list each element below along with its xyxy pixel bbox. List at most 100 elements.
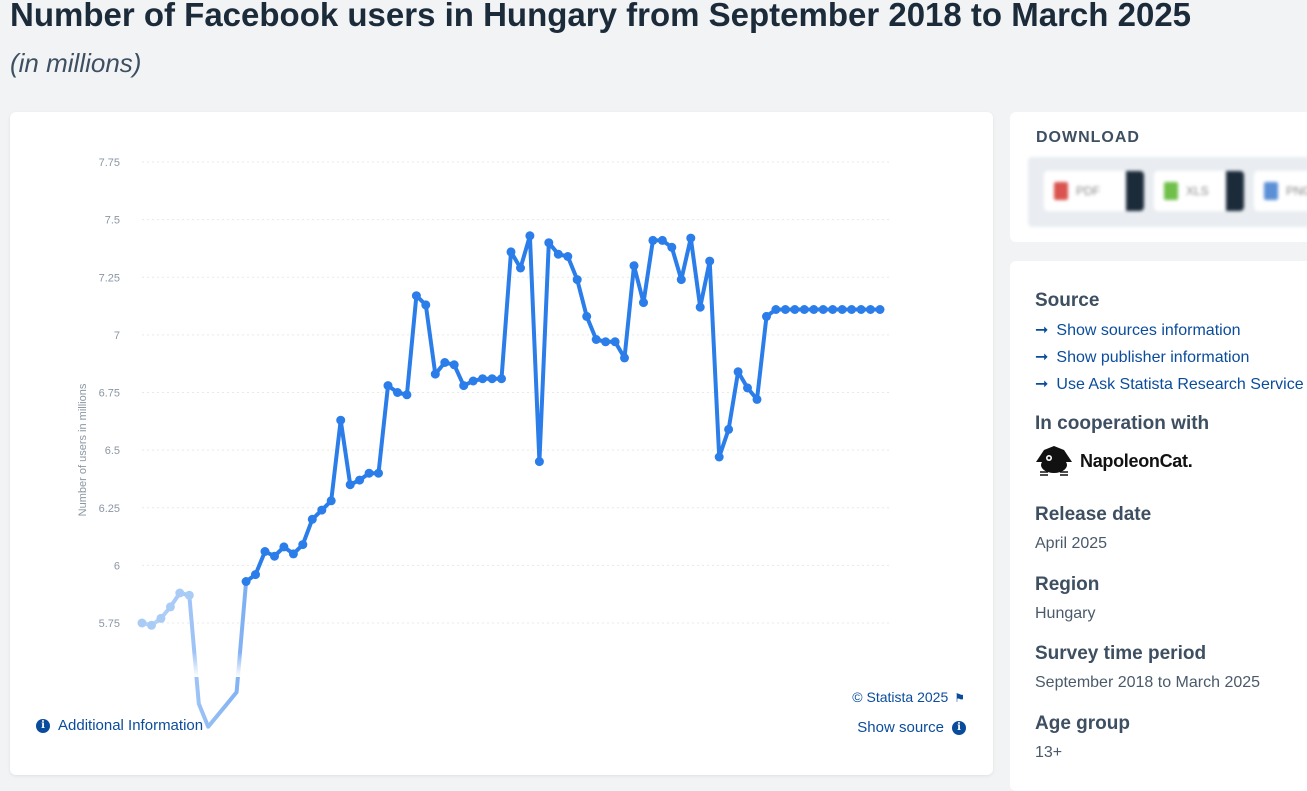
data-point[interactable] [733,367,743,377]
data-point[interactable] [534,457,544,467]
pdf-icon [1054,182,1068,200]
data-point[interactable] [355,475,365,485]
data-point[interactable] [705,256,715,266]
data-point[interactable] [336,415,346,425]
arrow-right-icon: ➞ [1035,376,1049,393]
page-title: Number of Facebook users in Hungary from… [10,0,1192,33]
ask-research-link[interactable]: ➞ Use Ask Statista Research Service [1035,374,1304,394]
data-point[interactable] [799,305,809,314]
data-point[interactable] [449,360,459,370]
info-card: Source ➞ Show sources information ➞ Show p… [1010,261,1307,791]
data-point[interactable] [601,337,611,347]
data-point[interactable] [875,305,885,314]
png-label: PNG [1286,184,1307,198]
data-point[interactable] [686,233,696,243]
data-point[interactable] [828,305,838,314]
age-group-heading: Age group [1035,713,1130,734]
data-point[interactable] [307,514,317,524]
show-sources-label: Show sources information [1056,322,1241,339]
data-point[interactable] [411,291,421,301]
data-point[interactable] [591,335,601,344]
data-point[interactable] [468,376,478,386]
data-point[interactable] [421,300,431,310]
data-point[interactable] [478,374,488,384]
xls-dropdown[interactable] [1226,171,1244,211]
data-point[interactable] [629,261,639,271]
download-buttons: PDF XLS PNG [1028,157,1307,227]
download-png-button[interactable]: PNG [1254,171,1307,211]
data-point[interactable] [582,311,592,321]
data-point[interactable] [553,249,563,259]
data-point[interactable] [544,238,554,248]
data-point[interactable] [487,374,497,384]
data-point[interactable] [676,275,686,285]
data-point[interactable] [572,275,582,285]
download-xls-button[interactable]: XLS [1154,171,1244,211]
data-point[interactable] [279,542,289,552]
cooperation-heading: In cooperation with [1035,413,1210,434]
data-point[interactable] [525,231,535,241]
data-point[interactable] [809,305,819,314]
data-point[interactable] [563,252,573,261]
data-point[interactable] [383,381,393,391]
data-point[interactable] [175,588,185,598]
data-point[interactable] [156,613,166,623]
data-point[interactable] [374,468,383,478]
statista-credit[interactable]: © Statista 2025 ⚑ [852,689,965,705]
show-publisher-link[interactable]: ➞ Show publisher information [1035,347,1249,367]
data-point[interactable] [837,305,847,314]
chart-card: 5.75 6 6.25 6.5 6.75 7 7.25 7.5 7.75 Number of u… [10,112,993,775]
data-point[interactable] [790,305,800,314]
data-point[interactable] [620,353,629,363]
show-sources-link[interactable]: ➞ Show sources information [1035,320,1241,340]
download-pdf-button[interactable]: PDF [1044,171,1144,211]
data-point[interactable] [440,358,450,367]
data-point[interactable] [771,305,781,314]
data-point[interactable] [326,496,336,506]
data-point[interactable] [667,242,677,252]
data-point[interactable] [497,374,506,384]
show-source-link[interactable]: Show source i [857,719,966,736]
data-point[interactable] [430,369,440,379]
info-icon: i [36,718,50,733]
data-point[interactable] [714,452,724,462]
data-point[interactable] [184,590,194,600]
data-point[interactable] [317,505,327,515]
data-point[interactable] [847,305,857,314]
data-point[interactable] [137,618,147,628]
data-point[interactable] [251,570,260,580]
data-point[interactable] [648,235,658,245]
data-point[interactable] [856,305,866,314]
data-point[interactable] [402,390,412,400]
data-point[interactable] [657,235,667,245]
data-point[interactable] [393,388,402,397]
data-point[interactable] [345,480,355,490]
data-point[interactable] [610,337,620,347]
data-point[interactable] [459,381,469,391]
data-point[interactable] [866,305,875,314]
data-point[interactable] [695,302,705,312]
data-point[interactable] [752,394,762,404]
data-point[interactable] [241,577,251,586]
data-point[interactable] [288,549,298,559]
data-point[interactable] [516,263,525,273]
data-point[interactable] [147,620,156,630]
data-point[interactable] [780,305,790,314]
data-point[interactable] [506,247,516,257]
pdf-dropdown[interactable] [1126,171,1144,211]
y-axis-label: Number of users in millions [77,383,89,516]
data-point[interactable] [364,468,374,478]
data-point[interactable] [743,383,752,393]
additional-info-link[interactable]: i Additional Information [36,717,203,734]
data-point[interactable] [298,540,308,550]
data-point[interactable] [260,547,270,556]
data-point[interactable] [165,602,175,612]
flag-icon[interactable]: ⚑ [954,691,965,705]
data-point[interactable] [724,424,734,434]
partner-name: NapoleonCat. [1080,450,1193,471]
data-point[interactable] [639,298,648,308]
data-point[interactable] [762,311,771,321]
data-point[interactable] [270,551,279,561]
arrow-right-icon: ➞ [1035,349,1049,366]
data-point[interactable] [818,305,828,314]
